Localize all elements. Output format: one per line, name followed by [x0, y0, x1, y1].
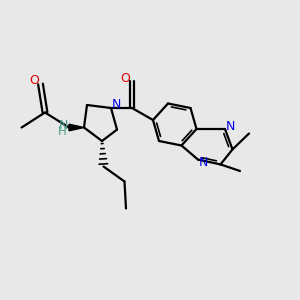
Text: O: O	[121, 71, 130, 85]
Text: N: N	[112, 98, 121, 111]
Text: H: H	[58, 124, 67, 138]
Text: O: O	[29, 74, 39, 88]
Text: N: N	[58, 118, 68, 132]
Polygon shape	[69, 124, 84, 131]
Text: N: N	[199, 155, 208, 169]
Text: N: N	[226, 119, 235, 133]
